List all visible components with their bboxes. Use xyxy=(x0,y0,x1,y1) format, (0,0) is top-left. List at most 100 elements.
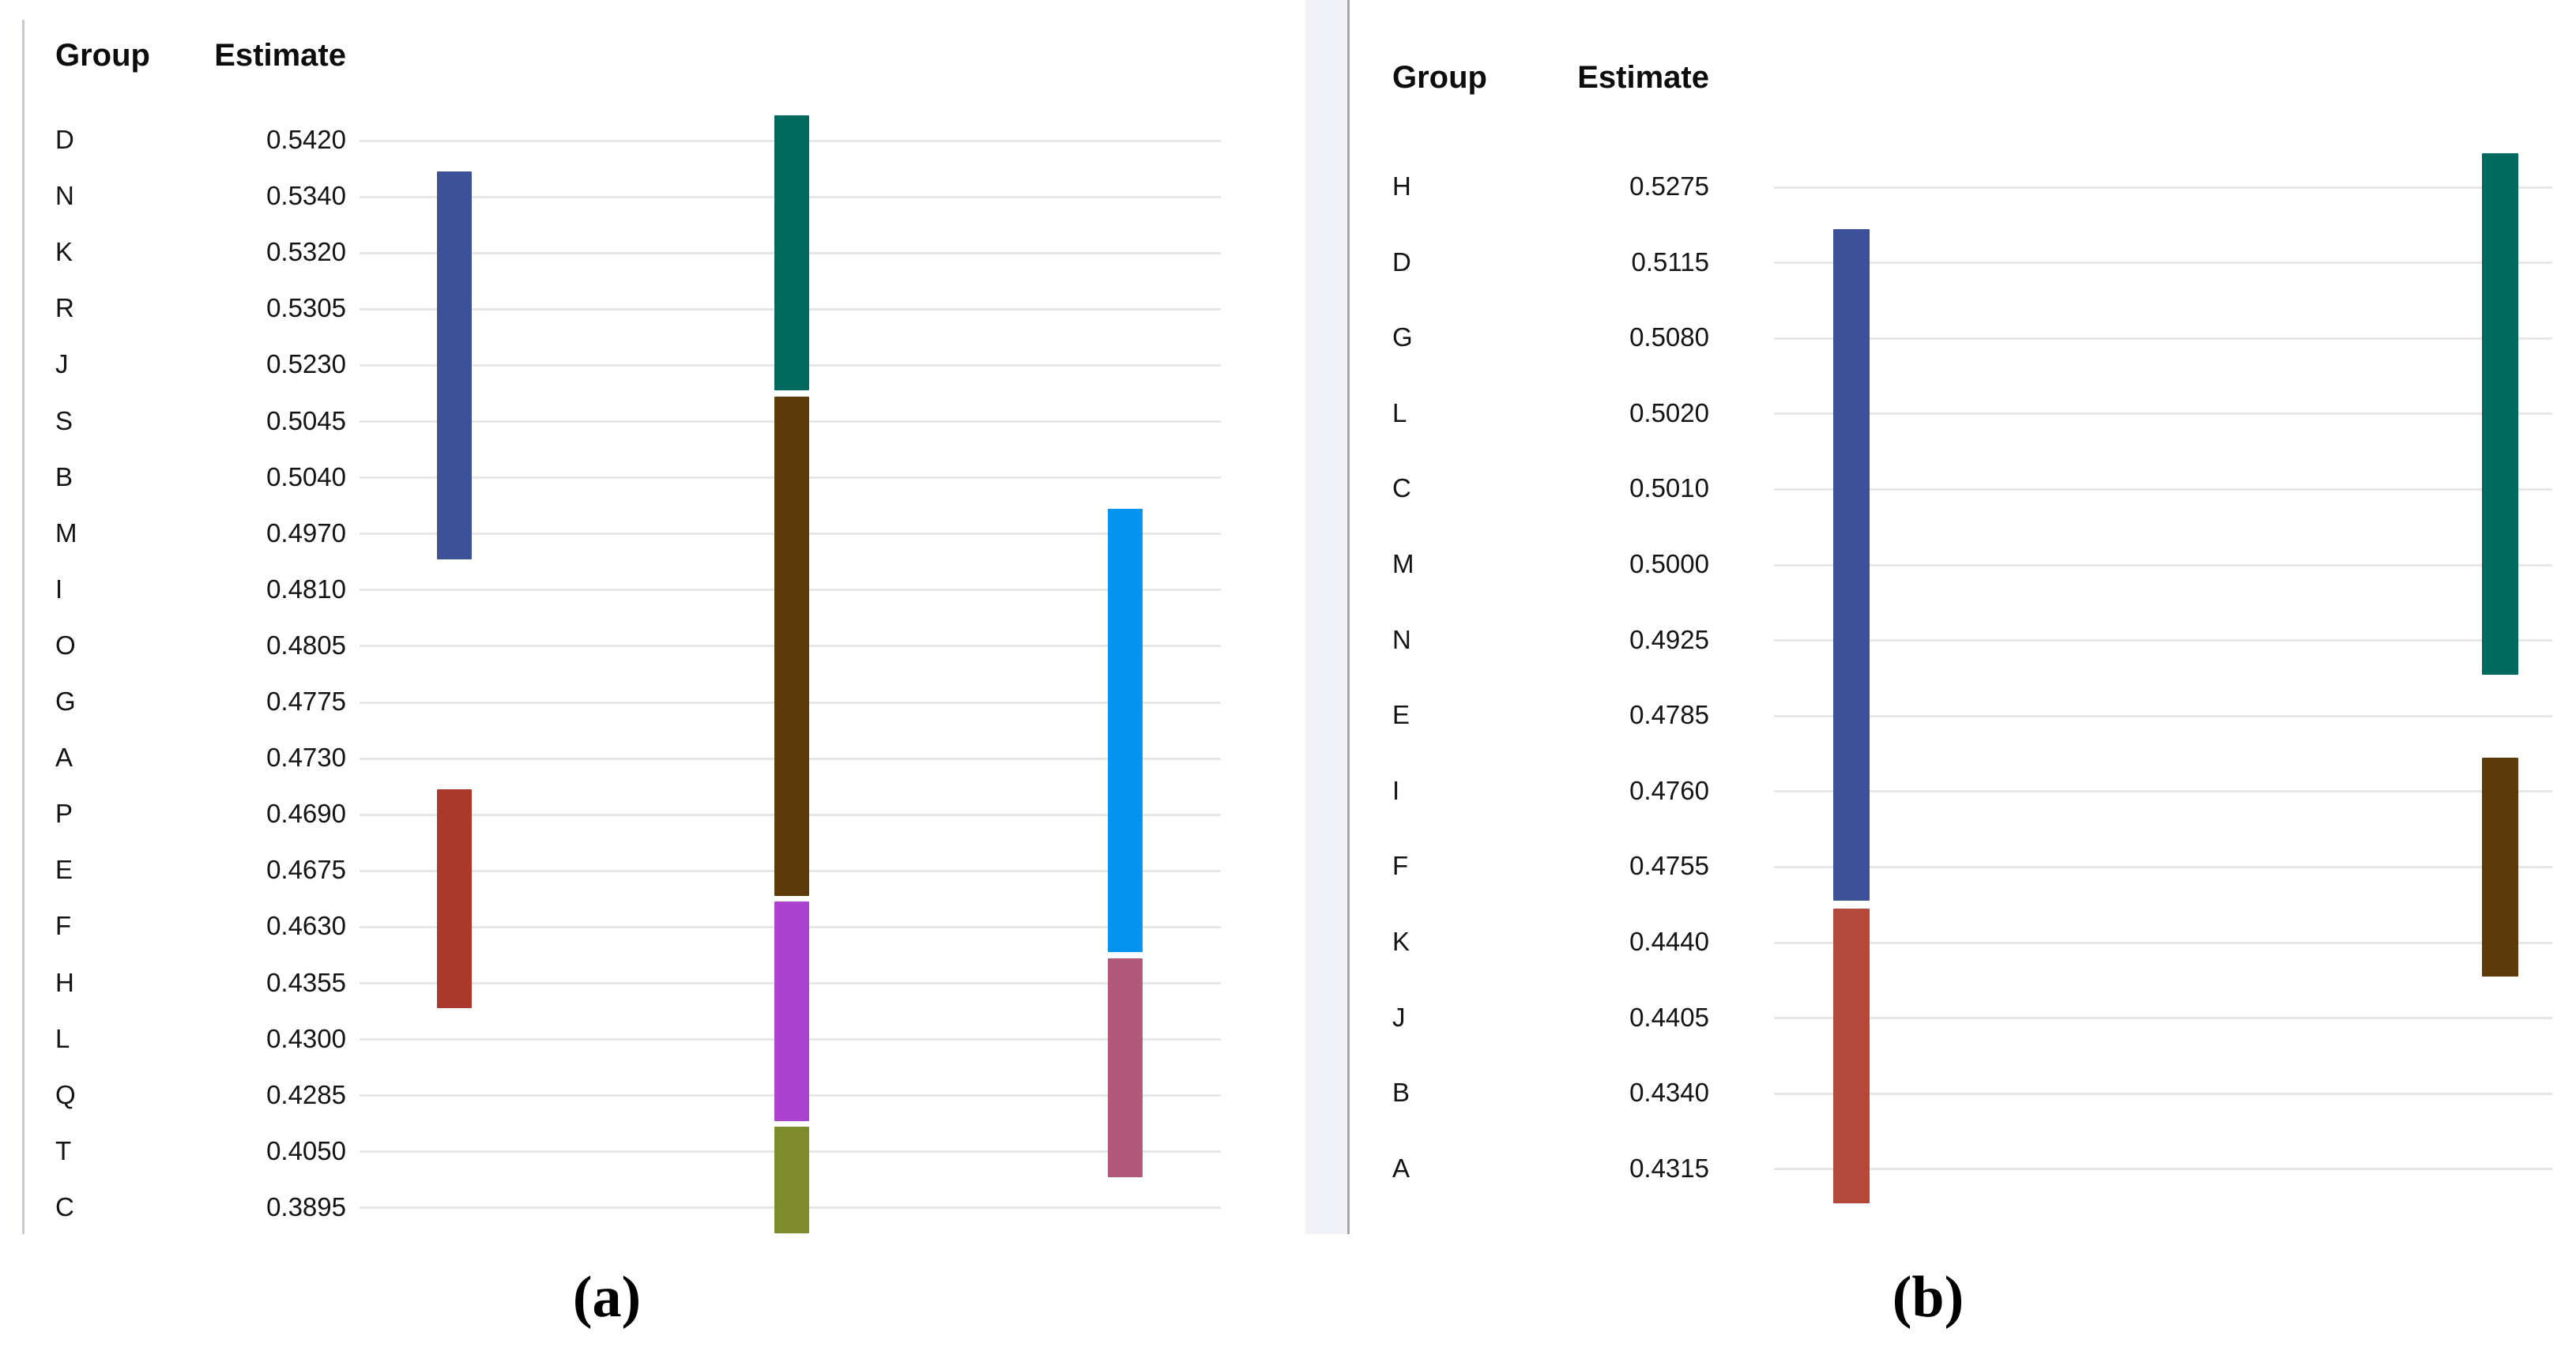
estimate-value: 0.4690 xyxy=(266,799,346,829)
estimate-value: 0.4285 xyxy=(266,1079,346,1109)
gridline xyxy=(1774,563,2552,566)
significance-cyan-bar xyxy=(1108,508,1143,953)
gridline xyxy=(1774,1017,2552,1020)
estimate-value: 0.4970 xyxy=(266,518,346,548)
group-label: A xyxy=(55,743,73,773)
group-label: F xyxy=(1392,851,1409,881)
gridline xyxy=(1774,412,2552,416)
estimate-value: 0.5340 xyxy=(266,181,346,211)
gridline xyxy=(1774,1168,2552,1171)
estimate-value: 0.5230 xyxy=(266,349,346,379)
gridline xyxy=(1774,1092,2552,1095)
estimate-value: 0.5420 xyxy=(266,125,346,154)
gridline xyxy=(1774,487,2552,491)
significance-magenta-bar xyxy=(774,901,809,1121)
group-label: B xyxy=(55,461,73,491)
group-label: T xyxy=(55,1135,72,1165)
group-label: I xyxy=(55,574,63,604)
panel-b-group-column-header: Group xyxy=(1392,60,1487,95)
gridline xyxy=(1774,865,2552,868)
estimate-value: 0.4315 xyxy=(1629,1153,1709,1183)
estimate-value: 0.3895 xyxy=(266,1191,346,1221)
group-label: N xyxy=(1392,624,1411,654)
gridline xyxy=(1774,337,2552,340)
group-label: K xyxy=(55,237,73,267)
significance-mauve-bar xyxy=(1108,958,1143,1177)
panel-divider-line xyxy=(1347,0,1350,1234)
estimate-value: 0.4340 xyxy=(1629,1078,1709,1108)
estimate-value: 0.4785 xyxy=(1629,700,1709,730)
gridline xyxy=(1774,714,2552,717)
group-label: I xyxy=(1392,775,1400,805)
estimate-value: 0.4775 xyxy=(266,687,346,716)
estimate-value: 0.4810 xyxy=(266,574,346,604)
group-label: O xyxy=(55,630,76,660)
group-label: N xyxy=(55,181,74,211)
group-label: B xyxy=(1392,1078,1410,1108)
estimate-value: 0.5305 xyxy=(266,293,346,323)
group-label: L xyxy=(55,1023,70,1053)
estimate-value: 0.5040 xyxy=(266,461,346,491)
significance-red-bar xyxy=(437,789,472,1009)
significance-brown-bar xyxy=(2482,757,2518,977)
estimate-value: 0.4440 xyxy=(1629,927,1709,956)
group-label: P xyxy=(55,799,73,829)
group-label: C xyxy=(1392,473,1411,503)
group-label: G xyxy=(55,687,76,716)
gridline xyxy=(1774,790,2552,793)
panel-divider-band xyxy=(1305,0,1347,1234)
gridline xyxy=(1774,639,2552,642)
estimate-value: 0.4300 xyxy=(266,1023,346,1053)
estimate-value: 0.4050 xyxy=(266,1135,346,1165)
panel-a-estimate-column-header: Estimate xyxy=(214,38,346,73)
group-label: L xyxy=(1392,397,1407,427)
significance-teal-bar xyxy=(774,115,809,391)
group-label: A xyxy=(1392,1153,1410,1183)
group-label: D xyxy=(1392,247,1411,277)
panel-a-caption: (a) xyxy=(572,1265,642,1330)
significance-red-bar xyxy=(1833,909,1870,1203)
estimate-value: 0.4730 xyxy=(266,743,346,773)
estimate-value: 0.5000 xyxy=(1629,549,1709,578)
group-label: M xyxy=(1392,549,1414,578)
group-label: H xyxy=(55,967,74,997)
panel-b-estimate-column-header: Estimate xyxy=(1577,60,1709,95)
panel-a-left-border xyxy=(22,20,24,1234)
significance-teal-bar xyxy=(2482,153,2518,675)
group-label: S xyxy=(55,405,73,435)
significance-olive-bar xyxy=(774,1126,809,1233)
significance-brown-bar xyxy=(774,396,809,897)
gridline xyxy=(1774,186,2552,189)
significance-navy-bar xyxy=(437,171,472,559)
significance-navy-bar xyxy=(1833,228,1870,901)
estimate-value: 0.4760 xyxy=(1629,775,1709,805)
group-label: E xyxy=(1392,700,1410,730)
estimate-value: 0.4805 xyxy=(266,630,346,660)
estimate-value: 0.5115 xyxy=(1631,247,1709,277)
estimate-value: 0.4405 xyxy=(1629,1002,1709,1032)
group-label: H xyxy=(1392,171,1411,201)
estimate-value: 0.5020 xyxy=(1629,397,1709,427)
group-label: J xyxy=(1392,1002,1406,1032)
group-label: K xyxy=(1392,927,1410,956)
estimate-value: 0.4675 xyxy=(266,855,346,885)
group-label: J xyxy=(55,349,69,379)
group-label: M xyxy=(55,518,77,548)
panel-a-group-column-header: Group xyxy=(55,38,150,73)
estimate-value: 0.4755 xyxy=(1629,851,1709,881)
estimate-value: 0.5275 xyxy=(1629,171,1709,201)
estimate-value: 0.4630 xyxy=(266,911,346,941)
panel-b-caption: (b) xyxy=(1892,1265,1964,1330)
group-label: E xyxy=(55,855,73,885)
group-label: R xyxy=(55,293,74,323)
estimate-value: 0.4925 xyxy=(1629,624,1709,654)
estimate-value: 0.4355 xyxy=(266,967,346,997)
group-label: F xyxy=(55,911,72,941)
estimate-value: 0.5045 xyxy=(266,405,346,435)
estimate-value: 0.5010 xyxy=(1629,473,1709,503)
group-label: D xyxy=(55,125,74,154)
gridline xyxy=(1774,262,2552,265)
estimate-value: 0.5320 xyxy=(266,237,346,267)
group-label: Q xyxy=(55,1079,76,1109)
